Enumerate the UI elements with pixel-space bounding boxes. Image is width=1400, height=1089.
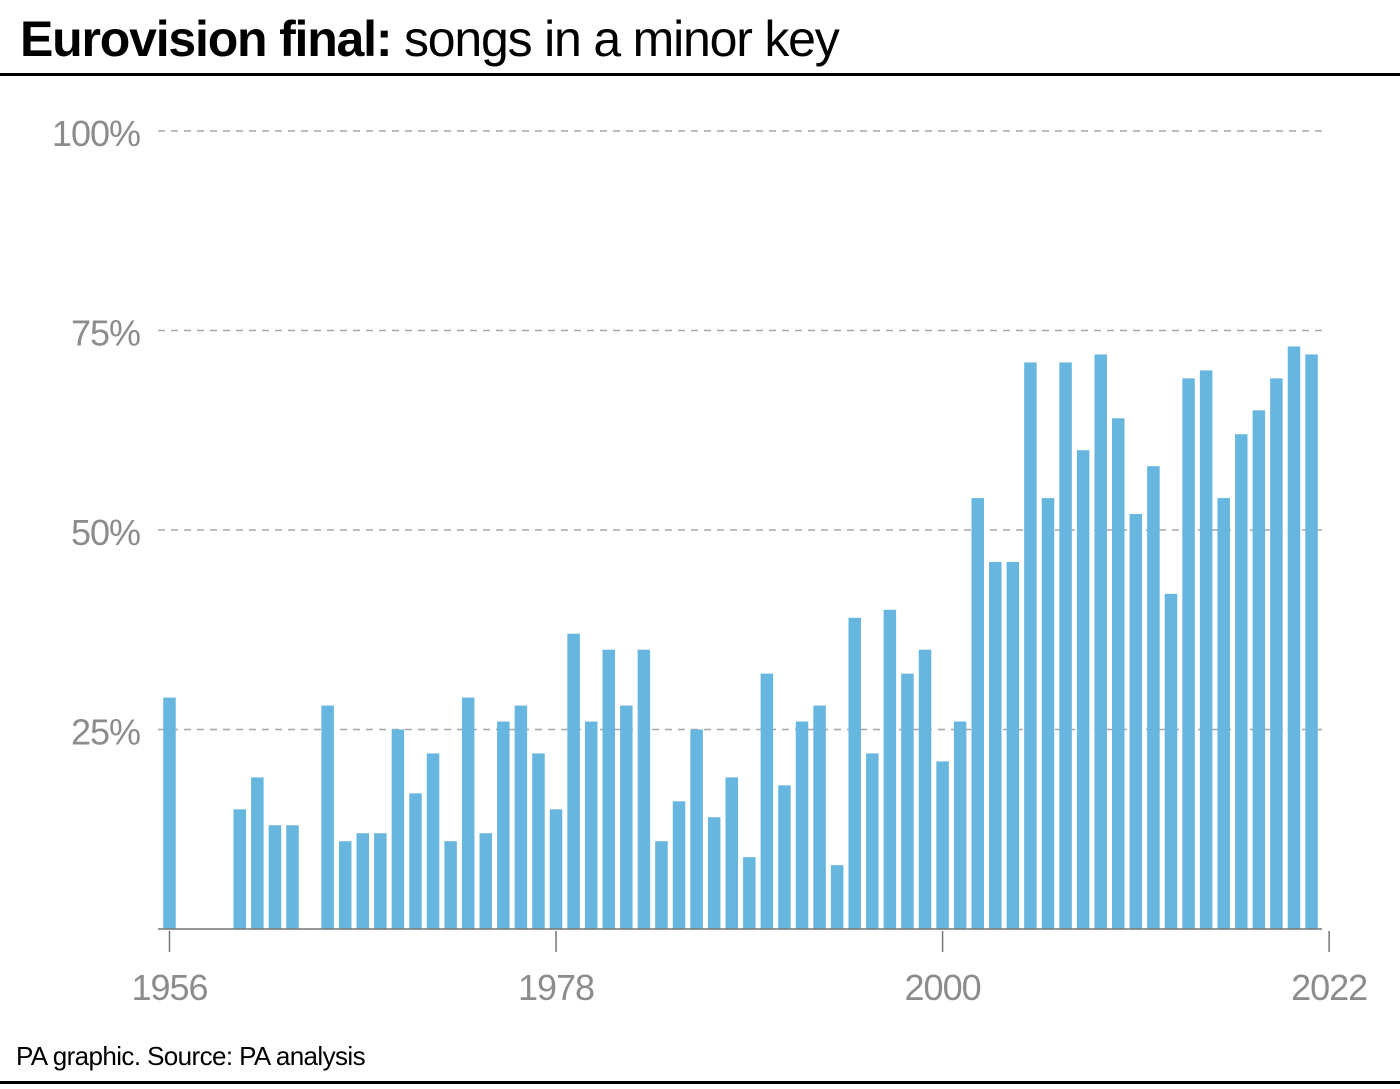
x-tick-label: 2022 bbox=[1291, 967, 1367, 1008]
bar-1993 bbox=[813, 705, 826, 929]
bar-2005 bbox=[1024, 362, 1037, 929]
bar-1996 bbox=[866, 753, 879, 929]
header-rule bbox=[0, 73, 1400, 76]
bar-1998 bbox=[901, 673, 914, 929]
bar-1975 bbox=[497, 721, 510, 929]
bar-1971 bbox=[426, 753, 440, 929]
bar-2020 bbox=[1287, 346, 1301, 930]
bar-2008 bbox=[1076, 450, 1090, 929]
x-tick-label: 1978 bbox=[518, 967, 594, 1008]
bar-1987 bbox=[707, 817, 721, 929]
bar-2000 bbox=[936, 761, 949, 929]
bar-1973 bbox=[461, 697, 475, 929]
bar-2013 bbox=[1164, 593, 1178, 929]
bar-1963 bbox=[286, 825, 299, 929]
bar-1961 bbox=[251, 777, 264, 929]
chart-title-bold: Eurovision final: bbox=[20, 11, 393, 67]
footer-rule bbox=[0, 1081, 1400, 1084]
chart-title: Eurovision final: songs in a minor key bbox=[20, 8, 840, 70]
chart-title-rest: songs in a minor key bbox=[391, 11, 840, 67]
bar-1982 bbox=[620, 705, 633, 929]
bar-1989 bbox=[743, 857, 756, 929]
y-axis-labels: 25% 50% 75% 100% bbox=[52, 113, 141, 753]
bar-2003 bbox=[989, 561, 1002, 929]
bar-2010 bbox=[1112, 418, 1125, 929]
bar-2006 bbox=[1041, 498, 1055, 929]
bar-2007 bbox=[1059, 362, 1072, 929]
bar-2021 bbox=[1305, 354, 1318, 929]
bar-1974 bbox=[479, 833, 493, 929]
bar-1988 bbox=[725, 777, 738, 929]
bar-1967 bbox=[356, 833, 370, 929]
bar-2011 bbox=[1129, 514, 1143, 929]
y-tick-label: 100% bbox=[52, 113, 140, 154]
bar-2012 bbox=[1147, 466, 1160, 929]
bar-1979 bbox=[567, 633, 580, 929]
bar-1962 bbox=[268, 825, 282, 929]
y-tick-label: 50% bbox=[71, 512, 140, 553]
bar-1990 bbox=[760, 673, 774, 929]
bar-2004 bbox=[1006, 561, 1020, 929]
bar-1984 bbox=[655, 841, 668, 929]
x-tick-label: 2000 bbox=[905, 967, 981, 1008]
bar-1995 bbox=[848, 617, 861, 929]
y-tick-label: 75% bbox=[71, 313, 140, 354]
x-axis: 1956 1978 2000 2022 bbox=[131, 931, 1368, 1008]
bar-1999 bbox=[918, 649, 932, 929]
bar-1980 bbox=[584, 721, 598, 929]
bar-1991 bbox=[778, 785, 791, 929]
bar-2017 bbox=[1235, 434, 1248, 929]
bar-1981 bbox=[602, 649, 615, 929]
bar-1960 bbox=[233, 809, 247, 929]
bar-1969 bbox=[391, 729, 405, 929]
bar-1970 bbox=[409, 793, 422, 929]
bar-2019 bbox=[1270, 378, 1283, 929]
bar-1978 bbox=[549, 809, 563, 929]
bar-1966 bbox=[338, 841, 352, 929]
bar-1992 bbox=[795, 721, 809, 929]
x-tick-label: 1956 bbox=[131, 967, 207, 1008]
bar-2018 bbox=[1252, 410, 1266, 929]
bar-1972 bbox=[444, 841, 457, 929]
bar-1997 bbox=[883, 609, 897, 929]
bar-1994 bbox=[830, 865, 844, 929]
bar-1986 bbox=[690, 729, 703, 929]
bar-1965 bbox=[321, 705, 334, 929]
bar-2002 bbox=[971, 498, 984, 929]
source-note: PA graphic. Source: PA analysis bbox=[16, 1041, 366, 1071]
bars bbox=[163, 346, 1318, 930]
y-tick-label: 25% bbox=[71, 712, 140, 753]
bar-chart: 25% 50% 75% 100% 1956 1978 2000 2022 bbox=[52, 113, 1368, 1008]
bar-1976 bbox=[514, 705, 528, 929]
bar-2016 bbox=[1217, 498, 1230, 929]
bar-2015 bbox=[1199, 370, 1213, 929]
bar-2009 bbox=[1094, 354, 1107, 929]
bar-1956 bbox=[163, 697, 176, 929]
bar-2014 bbox=[1182, 378, 1195, 929]
bar-1983 bbox=[637, 649, 651, 929]
bar-1977 bbox=[532, 753, 545, 929]
bar-1985 bbox=[672, 801, 686, 929]
bar-2001 bbox=[953, 721, 967, 929]
bar-1968 bbox=[374, 833, 387, 929]
